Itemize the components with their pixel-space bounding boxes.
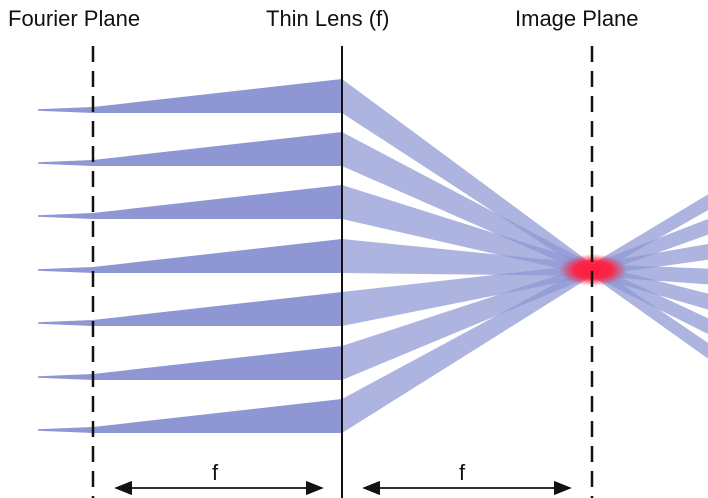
converging-beam — [342, 185, 592, 276]
incoming-beam — [38, 346, 342, 380]
diverging-beam — [592, 194, 708, 276]
image-plane-label: Image Plane — [515, 6, 639, 31]
focal-spot — [559, 254, 627, 286]
incoming-beam — [38, 132, 342, 166]
incoming-beam — [38, 79, 342, 113]
incoming-beam — [38, 239, 342, 273]
converging-beam — [342, 239, 592, 276]
converging-beam — [342, 79, 592, 276]
fourier-plane-label: Fourier Plane — [8, 6, 141, 31]
incoming-beam — [38, 292, 342, 326]
converging-beam — [342, 264, 592, 380]
incoming-beam — [38, 399, 342, 433]
converging-beam — [342, 264, 592, 326]
converging-beam — [342, 132, 592, 276]
converging-beam — [342, 264, 592, 433]
converging-beams — [342, 79, 592, 433]
focal-length-label-left: f — [212, 460, 219, 485]
thin-lens-label: Thin Lens (f) — [266, 6, 390, 31]
incoming-beams — [38, 79, 342, 433]
focal-length-label-right: f — [459, 460, 466, 485]
incoming-beam — [38, 185, 342, 219]
